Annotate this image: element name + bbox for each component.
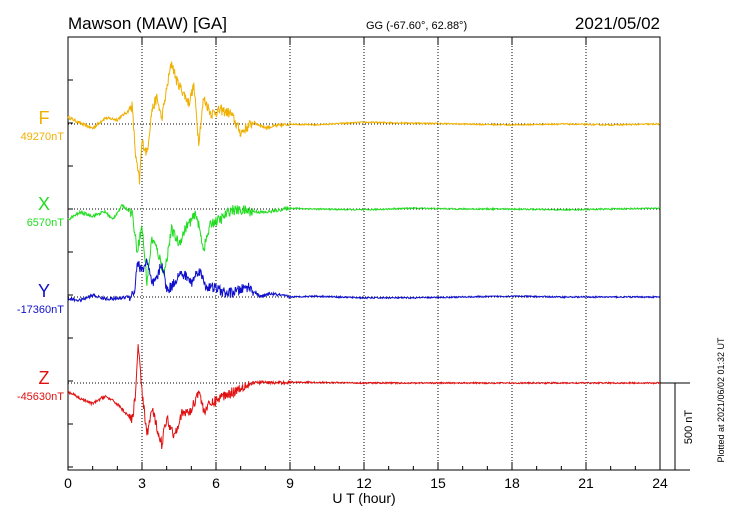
series-name-Z: Z (39, 368, 50, 388)
series-base-F: 49270nT (21, 131, 65, 143)
x-tick-label-18: 18 (504, 475, 520, 491)
series-labels: F 49270nT X 6570nT Y -17360nT Z -45630nT (17, 108, 64, 403)
grid-lines (141, 37, 587, 470)
date-label: 2021/05/02 (575, 14, 660, 33)
scale-bar-label: 500 nT (683, 410, 695, 445)
coordinates-label: GG (-67.60°, 62.88°) (366, 20, 467, 32)
series-group (67, 61, 661, 450)
x-axis-ticks: 0 3 6 9 12 15 18 21 24 (64, 37, 668, 491)
x-tick-label-24: 24 (652, 475, 668, 491)
x-axis-title: U T (hour) (332, 490, 395, 506)
series-name-X: X (38, 194, 50, 214)
x-tick-label-21: 21 (578, 475, 594, 491)
station-title: Mawson (MAW) [GA] (68, 14, 227, 33)
series-base-X: 6570nT (27, 217, 65, 229)
x-tick-label-12: 12 (356, 475, 372, 491)
x-tick-label-6: 6 (212, 475, 220, 491)
plotted-timestamp: Plotted at 2021/06/02 01:32 UT (716, 337, 726, 463)
scale-bar: 500 nT (660, 382, 695, 471)
series-line-Z (67, 344, 661, 450)
series-line-F (67, 61, 660, 185)
series-name-F: F (39, 108, 50, 128)
series-name-Y: Y (38, 281, 50, 301)
series-base-Y: -17360nT (17, 304, 64, 316)
series-line-Y (67, 257, 661, 303)
x-tick-label-0: 0 (64, 475, 72, 491)
x-tick-label-15: 15 (430, 475, 446, 491)
series-line-X (67, 204, 661, 286)
series-base-Z: -45630nT (17, 391, 64, 403)
x-tick-label-3: 3 (138, 475, 146, 491)
x-tick-label-9: 9 (286, 475, 294, 491)
